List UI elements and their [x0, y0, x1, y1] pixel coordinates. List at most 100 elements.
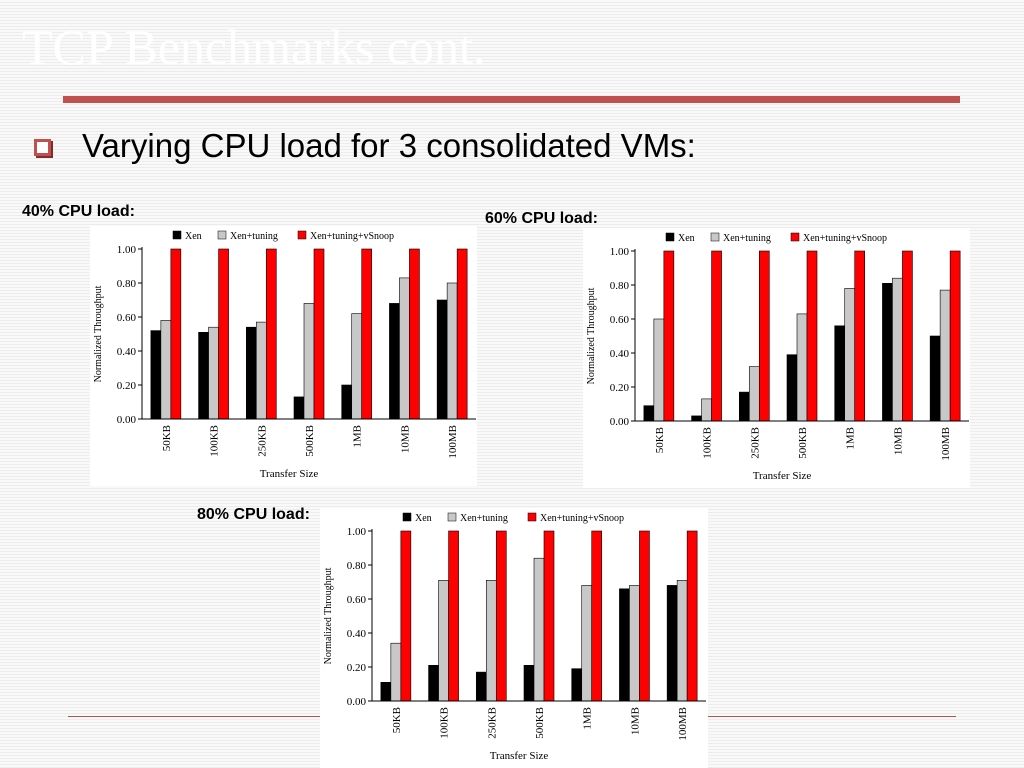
bar-tuning [208, 326, 219, 420]
bar-xen [523, 665, 535, 702]
y-axis-label: Normalized Throughput [586, 287, 597, 384]
bar-vsnoop [591, 530, 603, 702]
bar-xen [691, 415, 702, 422]
x-tick-label: 50KB [654, 427, 666, 453]
x-tick-label: 10MB [892, 427, 904, 455]
bar-xen [475, 671, 487, 702]
legend-label-vsnoop: Xen+tuning+vSnoop [310, 231, 394, 242]
x-tick-label: 1MB [845, 427, 857, 450]
bar-vsnoop [758, 250, 770, 422]
legend-swatch-vsnoop [527, 512, 537, 522]
bar-vsnoop [313, 248, 325, 420]
legend-label-xen: Xen [678, 233, 695, 244]
bar-vsnoop [711, 250, 722, 422]
bar-vsnoop [400, 530, 412, 702]
y-tick-label: 0.00 [610, 416, 630, 428]
y-tick-label: 1.00 [117, 244, 137, 256]
bar-xen [571, 668, 583, 702]
x-tick-label: 250KB [749, 427, 761, 459]
legend-swatch-tuning [447, 512, 457, 522]
y-axis-label: Normalized Throughput [323, 567, 334, 664]
y-tick-label: 0.80 [117, 278, 137, 290]
x-tick-label: 10MB [629, 707, 641, 735]
bar-xen [341, 384, 353, 420]
bar-vsnoop [409, 248, 420, 420]
chart-panel-80: Xen Xen+tuning Xen+tuning+vSnoop 0.00 0.20 0.… [320, 508, 708, 768]
legend-label-tuning: Xen+tuning [723, 233, 771, 244]
x-tick-label: 500KB [797, 427, 809, 459]
bar-vsnoop [639, 530, 650, 702]
x-tick-label: 100KB [439, 707, 451, 739]
legend-swatch-tuning [217, 230, 227, 240]
bar-vsnoop [265, 248, 277, 420]
bar-tuning [748, 366, 760, 422]
bar-vsnoop [170, 248, 182, 420]
bar-vsnoop [854, 250, 866, 422]
bar-tuning [399, 277, 410, 420]
bar-tuning [351, 313, 363, 420]
bar-vsnoop [949, 250, 961, 422]
bar-tuning [892, 277, 903, 422]
y-axis-label: Normalized Throughput [93, 285, 104, 382]
bar-xen [929, 335, 941, 422]
x-tick-label: 250KB [256, 425, 268, 457]
x-tick-label: 10MB [399, 425, 411, 453]
legend-label-xen: Xen [415, 513, 432, 524]
bar-tuning [939, 289, 951, 422]
x-tick-label: 50KB [391, 707, 403, 733]
bar-chart-40: Xen Xen+tuning Xen+tuning+vSnoop 0.00 0.20 0.… [93, 230, 476, 480]
bar-vsnoop [361, 248, 373, 420]
bar-vsnoop [686, 530, 698, 702]
x-tick-label: 100MB [677, 707, 689, 741]
y-tick-label: 0.00 [347, 696, 367, 708]
chart-caption-80: 80% CPU load: [197, 506, 310, 523]
legend-swatch-xen [172, 230, 182, 240]
x-tick-label: 500KB [304, 425, 316, 457]
bar-xen [882, 282, 893, 422]
bullet-item: Varying CPU load for 3 consolidated VMs: [34, 127, 696, 165]
bar-vsnoop [543, 530, 555, 702]
x-tick-label: 1MB [582, 707, 594, 730]
x-tick-label: 100MB [940, 427, 952, 461]
bar-vsnoop [495, 530, 507, 702]
bar-tuning [701, 398, 712, 422]
bar-tuning [303, 303, 315, 420]
y-tick-label: 1.00 [610, 246, 630, 258]
bar-vsnoop [663, 250, 675, 422]
bar-tuning [255, 321, 267, 420]
x-tick-label: 50KB [161, 425, 173, 451]
legend-label-tuning: Xen+tuning [460, 513, 508, 524]
bar-tuning [533, 557, 545, 702]
bar-tuning [581, 585, 593, 702]
bar-xen [436, 299, 448, 420]
y-tick-label: 0.60 [610, 314, 630, 326]
bar-chart-60: Xen Xen+tuning Xen+tuning+vSnoop 0.00 0.20 0.… [586, 232, 969, 482]
legend-label-tuning: Xen+tuning [230, 231, 278, 242]
y-tick-label: 0.60 [347, 594, 367, 606]
y-tick-label: 0.20 [347, 662, 367, 674]
bar-xen [738, 391, 750, 422]
bar-tuning [390, 642, 402, 702]
y-tick-label: 0.20 [117, 380, 137, 392]
bar-tuning [438, 580, 449, 702]
bar-tuning [653, 318, 665, 422]
bar-xen [786, 354, 798, 422]
title-rule [63, 96, 960, 103]
bar-xen [428, 665, 439, 702]
legend-swatch-vsnoop [297, 230, 307, 240]
bar-tuning [629, 585, 640, 702]
legend-label-xen: Xen [185, 231, 202, 242]
y-tick-label: 0.00 [117, 414, 137, 426]
bar-vsnoop [448, 530, 459, 702]
bar-xen [619, 588, 630, 702]
y-tick-label: 0.80 [347, 560, 367, 572]
x-tick-label: 100KB [209, 425, 221, 457]
bar-xen [834, 325, 846, 422]
y-tick-label: 0.60 [117, 312, 137, 324]
bar-xen [150, 330, 162, 420]
chart-caption-60: 60% CPU load: [485, 210, 598, 227]
bar-tuning [844, 288, 856, 422]
legend-swatch-xen [665, 232, 675, 242]
legend-swatch-tuning [710, 232, 720, 242]
bar-xen [643, 405, 655, 422]
